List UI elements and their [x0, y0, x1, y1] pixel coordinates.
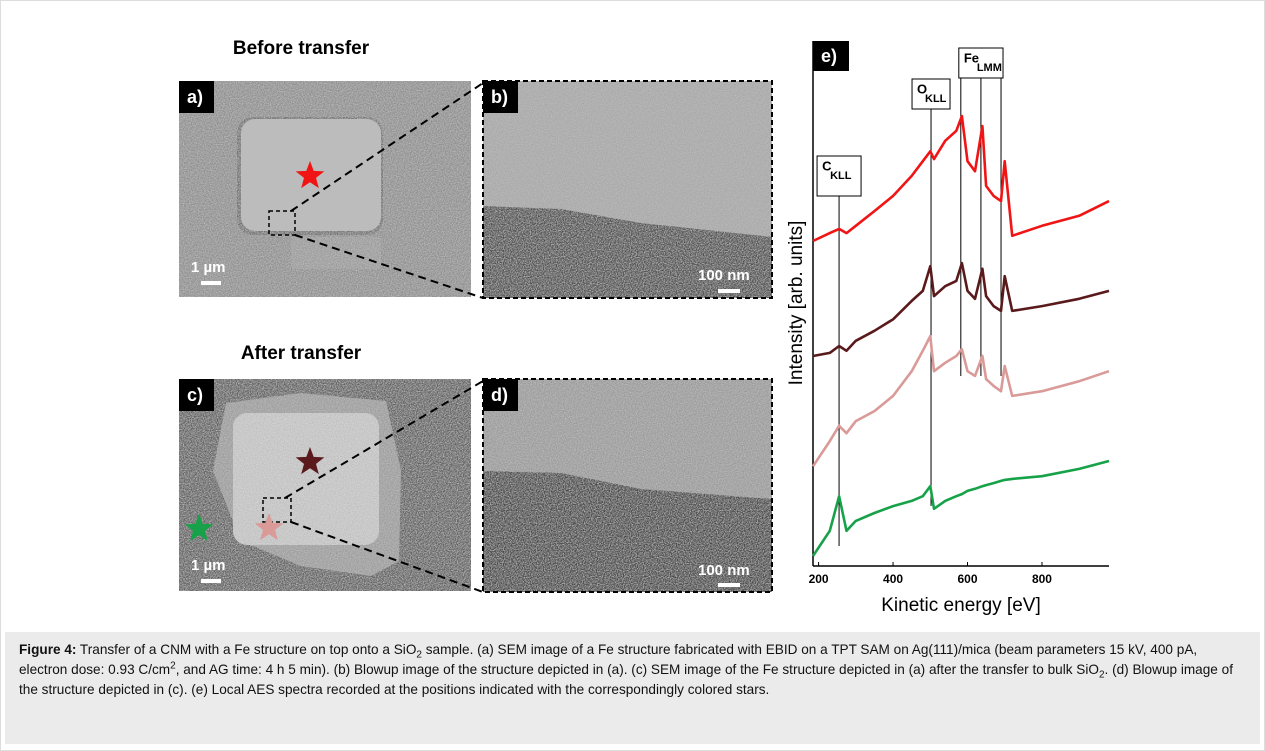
x-tick-label: 400 — [883, 572, 903, 586]
x-tick-label: 600 — [958, 572, 978, 586]
panel-label: c) — [187, 385, 203, 405]
x-tick-label: 200 — [809, 572, 829, 586]
x-tick-label: 800 — [1032, 572, 1052, 586]
peak-sub: LMM — [977, 62, 1002, 74]
y-axis-label: Intensity [arb. units] — [786, 221, 807, 386]
scale-label: 1 µm — [191, 557, 226, 574]
scale-label: 100 nm — [698, 267, 750, 284]
figure: Before transfer After transfer a) b) c) … — [1, 1, 1264, 629]
panel-label: e) — [821, 46, 837, 66]
before-title: Before transfer — [233, 38, 370, 59]
scale-label: 1 µm — [191, 259, 226, 276]
peak-sub: KLL — [925, 93, 947, 105]
panel-label: a) — [187, 87, 203, 107]
caption: Figure 4: Transfer of a CNM with a Fe st… — [5, 632, 1260, 744]
panel-label: d) — [491, 385, 508, 405]
panel-label: b) — [491, 87, 508, 107]
spectrum-line — [813, 461, 1109, 556]
scale-label: 100 nm — [698, 562, 750, 579]
sem-image-b — [483, 81, 772, 298]
sem-image-d — [483, 379, 772, 592]
peak-sub: KLL — [830, 170, 852, 182]
caption-text: , and AG time: 4 h 5 min). (b) Blowup im… — [176, 662, 1099, 677]
x-axis-label: Kinetic energy [eV] — [881, 595, 1040, 616]
page: Before transfer After transfer a) b) c) … — [0, 0, 1265, 751]
caption-text: Figure 4: — [19, 642, 76, 657]
caption-text: Transfer of a CNM with a Fe structure on… — [76, 642, 416, 657]
after-title: After transfer — [241, 343, 362, 364]
